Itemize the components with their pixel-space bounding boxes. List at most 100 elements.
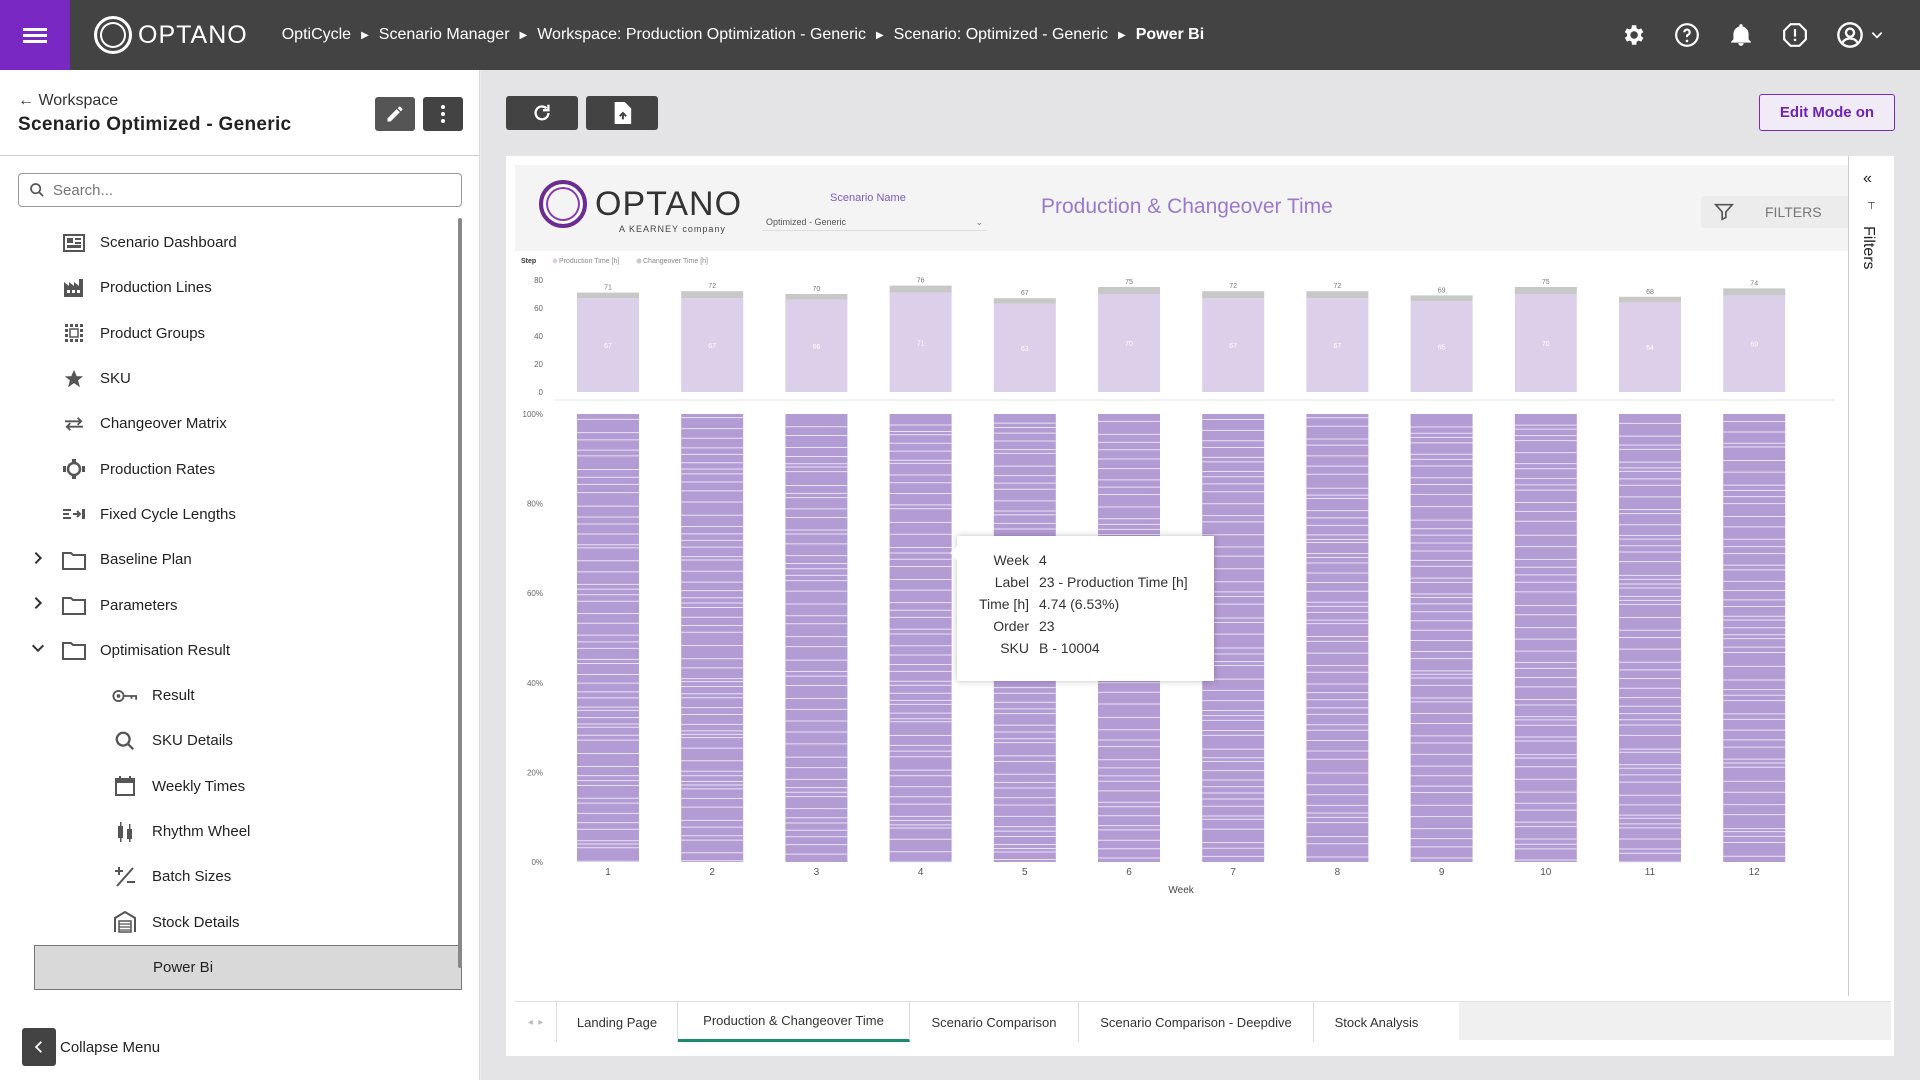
bar-data-label: 69 bbox=[1750, 342, 1758, 349]
account-menu[interactable] bbox=[1836, 21, 1884, 49]
sidebar-item-changeover-matrix[interactable]: Changeover Matrix bbox=[0, 401, 460, 446]
sidebar-item-sku-details[interactable]: SKU Details bbox=[0, 718, 460, 763]
sidebar-item-result[interactable]: Result bbox=[0, 673, 460, 718]
help-icon[interactable] bbox=[1674, 22, 1700, 48]
tab-production-changeover-time[interactable]: Production & Changeover Time bbox=[678, 1002, 910, 1042]
sidebar-item-parameters[interactable]: Parameters bbox=[0, 582, 460, 627]
tooltip-row: Order 23 bbox=[957, 618, 1214, 638]
x-tick-label: 1 bbox=[605, 867, 611, 878]
normalized-stacked-bar bbox=[577, 414, 639, 862]
production-time-bar bbox=[1098, 294, 1160, 392]
changeover-time-bar bbox=[1514, 287, 1577, 294]
x-tick-label: 3 bbox=[814, 867, 820, 878]
bar-total-label: 75 bbox=[1125, 279, 1133, 286]
breadcrumb-workspace[interactable]: Workspace: Production Optimization - Gen… bbox=[537, 26, 866, 43]
account-icon bbox=[1837, 22, 1863, 48]
search-input[interactable] bbox=[53, 181, 433, 199]
report-page-tabs: ◂ ▸ Landing Page Production & Changeover… bbox=[515, 1001, 1891, 1042]
sidebar-item-label: Optimisation Result bbox=[100, 641, 231, 659]
sidebar-item-production-lines[interactable]: Production Lines bbox=[0, 265, 460, 310]
y-tick-label: 0% bbox=[531, 858, 543, 867]
filters-label: FILTERS bbox=[1765, 204, 1822, 220]
edit-scenario-button[interactable] bbox=[375, 97, 415, 131]
tooltip-value: B - 10004 bbox=[1039, 640, 1100, 656]
sidebar-item-label: Result bbox=[152, 687, 195, 705]
hamburger-menu-button[interactable] bbox=[0, 0, 70, 70]
sidebar-item-weekly-times[interactable]: Weekly Times bbox=[0, 764, 460, 809]
sidebar-item-baseline-plan[interactable]: Baseline Plan bbox=[0, 537, 460, 582]
breadcrumb-scenario-manager[interactable]: Scenario Manager bbox=[378, 26, 510, 43]
alert-icon[interactable] bbox=[1782, 22, 1808, 48]
export-button[interactable] bbox=[586, 96, 658, 130]
y-tick-label: 40% bbox=[527, 679, 543, 688]
y-tick-label: 80% bbox=[527, 500, 543, 509]
tab-scenario-comparison[interactable]: Scenario Comparison bbox=[910, 1002, 1079, 1042]
changeover-time-bar bbox=[889, 285, 952, 293]
breadcrumb-separator-icon: ▶ bbox=[875, 29, 884, 41]
collapse-menu-label: Collapse Menu bbox=[60, 1038, 161, 1056]
search-icon bbox=[112, 728, 138, 754]
chevron-right-icon[interactable] bbox=[30, 550, 46, 570]
report-logo-mark bbox=[539, 180, 587, 228]
changeover-time-bar bbox=[1306, 291, 1369, 299]
chevron-left-icon bbox=[22, 1028, 56, 1066]
more-options-button[interactable] bbox=[423, 97, 463, 131]
tooltip-key: SKU bbox=[1000, 640, 1029, 656]
x-tick-label: 5 bbox=[1022, 867, 1028, 878]
x-tick-label: 9 bbox=[1439, 867, 1445, 878]
breadcrumb-scenario[interactable]: Scenario: Optimized - Generic bbox=[893, 26, 1108, 43]
sidebar-search[interactable] bbox=[18, 173, 462, 207]
sidebar-scrollbar[interactable] bbox=[458, 218, 462, 968]
chevron-down-icon[interactable] bbox=[30, 640, 46, 660]
tab-scenario-comparison-deepdive[interactable]: Scenario Comparison - Deepdive bbox=[1079, 1002, 1314, 1042]
tab-landing-page[interactable]: Landing Page bbox=[557, 1002, 678, 1042]
optano-logo[interactable]: OPTANO bbox=[94, 0, 248, 70]
sidebar-item-stock-details[interactable]: Stock Details bbox=[0, 899, 460, 944]
y-tick-label: 60 bbox=[534, 304, 543, 313]
gear-icon[interactable] bbox=[1620, 22, 1646, 48]
folder-icon bbox=[61, 592, 87, 618]
bar-data-label: 70 bbox=[1125, 341, 1133, 348]
chevron-right-icon[interactable] bbox=[30, 595, 46, 615]
sidebar-item-rhythm-wheel[interactable]: Rhythm Wheel bbox=[0, 809, 460, 854]
sidebar-item-power-bi[interactable]: Power Bi bbox=[34, 944, 462, 991]
bar-data-label: 67 bbox=[1229, 343, 1237, 350]
y-tick-label: 80 bbox=[534, 276, 543, 285]
breadcrumb-opticycle[interactable]: OptiCycle bbox=[281, 26, 352, 43]
tab-stock-analysis[interactable]: Stock Analysis bbox=[1334, 1014, 1419, 1030]
bar-total-label: 76 bbox=[917, 278, 925, 285]
sidebar-item-product-groups[interactable]: Product Groups bbox=[0, 311, 460, 356]
normalized-stacked-bar bbox=[785, 414, 848, 862]
breadcrumb-separator-icon: ▶ bbox=[519, 29, 528, 41]
sidebar-item-label: Weekly Times bbox=[152, 777, 246, 795]
collapse-menu-button[interactable]: Collapse Menu bbox=[22, 1028, 160, 1066]
refresh-button[interactable] bbox=[506, 96, 578, 130]
sidebar-item-scenario-dashboard[interactable]: Scenario Dashboard bbox=[0, 220, 460, 265]
edit-mode-button[interactable]: Edit Mode on bbox=[1759, 94, 1895, 131]
x-tick-label: 4 bbox=[918, 867, 924, 878]
tab-scroll-arrows[interactable]: ◂ ▸ bbox=[515, 1002, 557, 1042]
sidebar-item-sku[interactable]: SKU bbox=[0, 356, 460, 401]
sidebar-item-optimisation-result[interactable]: Optimisation Result bbox=[0, 628, 460, 673]
sidebar-item-batch-sizes[interactable]: Batch Sizes bbox=[0, 854, 460, 899]
chevron-double-left-icon[interactable]: « bbox=[1863, 170, 1872, 187]
bar-total-label: 71 bbox=[604, 285, 612, 292]
scenario-name-select[interactable]: Optimized - Generic ⌄ bbox=[762, 213, 987, 231]
search-icon bbox=[30, 183, 44, 197]
sidebar-item-production-rates[interactable]: Production Rates bbox=[0, 446, 460, 491]
bell-icon[interactable] bbox=[1728, 22, 1754, 48]
sidebar-item-label: Stock Details bbox=[152, 913, 240, 931]
filters-pane[interactable]: « ⊤ Filters bbox=[1848, 156, 1894, 996]
optano-logo-mark bbox=[94, 16, 132, 54]
production-time-bar bbox=[681, 298, 744, 392]
x-tick-label: 7 bbox=[1230, 867, 1236, 878]
more-vertical-icon bbox=[441, 105, 445, 123]
key-icon bbox=[112, 683, 138, 709]
y-tick-label: 40 bbox=[534, 332, 543, 341]
sidebar-item-fixed-cycle-lengths[interactable]: Fixed Cycle Lengths bbox=[0, 492, 460, 537]
back-to-workspace-link[interactable]: ← Workspace bbox=[18, 92, 118, 110]
tooltip-value: 4 bbox=[1039, 552, 1047, 568]
normalized-stacked-bar bbox=[1410, 414, 1473, 862]
sidebar-item-label: Rhythm Wheel bbox=[152, 823, 251, 840]
folder-icon bbox=[61, 547, 87, 573]
